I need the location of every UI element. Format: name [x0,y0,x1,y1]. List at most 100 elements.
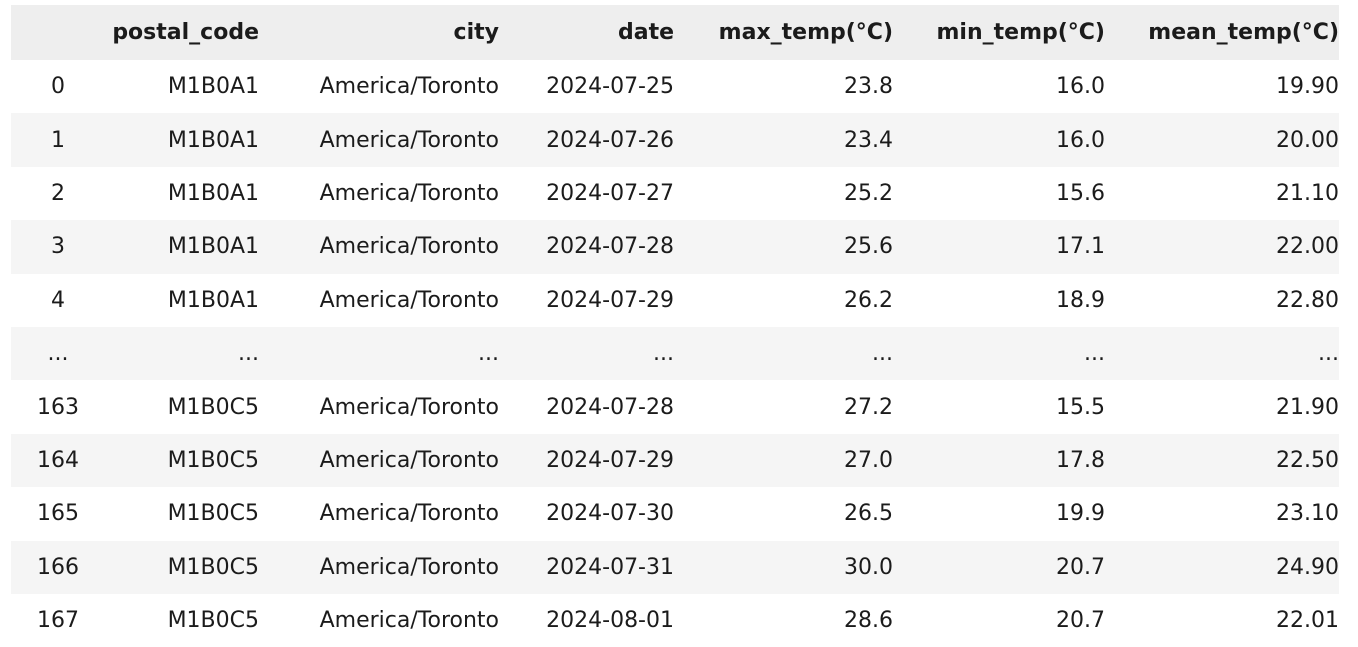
cell-postal-code: M1B0C5 [167,501,259,527]
cell-postal-code: M1B0C5 [167,554,259,580]
cell-min-temp: 15.6 [1056,180,1105,206]
header-min-temp: min_temp(°C) [936,20,1106,45]
cell-city: America/Toronto [319,447,499,473]
cell-mean-temp: 22.00 [1276,234,1339,260]
cell-date: ... [653,341,674,367]
table-row: 167 M1B0C5 America/Toronto 2024-08-01 28.6 20… [11,593,1339,647]
header-postal-code: postal_code [112,20,259,45]
cell-date: 2024-07-28 [546,394,674,420]
table-row: 1 M1B0A1 America/Toronto 2024-07-26 23.4 16.0… [11,113,1339,167]
cell-mean-temp: 21.10 [1276,180,1339,206]
header-date: date [617,20,674,45]
cell-mean-temp: 21.90 [1276,394,1339,420]
table-row: 0 M1B0A1 America/Toronto 2024-07-25 23.8 16.0… [11,60,1339,114]
cell-postal-code: M1B0A1 [167,180,259,206]
row-index: ... [47,341,69,367]
table-header: postal_code city date max_temp(°C) min_t… [11,5,1339,60]
cell-mean-temp: ... [1318,341,1339,367]
table-row: 166 M1B0C5 America/Toronto 2024-07-31 30.0 20… [11,540,1339,594]
cell-postal-code: M1B0A1 [167,287,259,313]
cell-max-temp: 26.2 [844,287,893,313]
cell-city: America/Toronto [319,608,499,634]
cell-city: America/Toronto [319,127,499,153]
cell-min-temp: 19.9 [1056,501,1105,527]
table-row: ..................... [11,326,1339,381]
table-row: 164 M1B0C5 America/Toronto 2024-07-29 27.0 17… [11,433,1339,488]
cell-mean-temp: 22.50 [1276,447,1339,473]
cell-max-temp: 26.5 [844,501,893,527]
cell-date: 2024-08-01 [546,608,674,634]
row-index: 1 [51,127,65,153]
cell-city: ... [478,341,499,367]
cell-postal-code: M1B0A1 [167,127,259,153]
dataframe-output: postal_code city date max_temp(°C) min_t… [11,5,1339,647]
cell-postal-code: M1B0C5 [167,447,259,473]
cell-date: 2024-07-25 [546,74,674,100]
cell-city: America/Toronto [319,394,499,420]
cell-mean-temp: 19.90 [1276,74,1339,100]
cell-city: America/Toronto [319,234,499,260]
cell-min-temp: ... [1084,341,1105,367]
cell-max-temp: 25.6 [844,234,893,260]
cell-max-temp: 23.4 [844,127,893,153]
row-index: 167 [37,608,79,634]
cell-postal-code: M1B0A1 [167,234,259,260]
cell-date: 2024-07-29 [546,447,674,473]
cell-max-temp: 27.2 [844,394,893,420]
cell-max-temp: 23.8 [844,74,893,100]
cell-min-temp: 18.9 [1056,287,1105,313]
cell-city: America/Toronto [319,180,499,206]
table-row: 2 M1B0A1 America/Toronto 2024-07-27 25.2 15.6… [11,166,1339,221]
row-index: 0 [51,74,65,100]
table-row: 163 M1B0C5 America/Toronto 2024-07-28 27.2 15… [11,380,1339,434]
cell-date: 2024-07-30 [546,501,674,527]
header-row: postal_code city date max_temp(°C) min_t… [11,5,1339,60]
cell-max-temp: 25.2 [844,180,893,206]
header-city: city [453,20,499,45]
row-index: 163 [37,394,79,420]
row-index: 3 [51,234,65,260]
cell-city: America/Toronto [319,74,499,100]
cell-postal-code: M1B0A1 [167,74,259,100]
cell-mean-temp: 24.90 [1276,554,1339,580]
header-index [11,5,105,60]
cell-mean-temp: 22.80 [1276,287,1339,313]
cell-city: America/Toronto [319,501,499,527]
cell-mean-temp: 22.01 [1276,608,1339,634]
cell-max-temp: 30.0 [844,554,893,580]
cell-min-temp: 16.0 [1056,74,1105,100]
cell-min-temp: 16.0 [1056,127,1105,153]
cell-min-temp: 20.7 [1056,554,1105,580]
table-row: 165 M1B0C5 America/Toronto 2024-07-30 26.5 19… [11,487,1339,541]
cell-date: 2024-07-31 [546,554,674,580]
header-mean-temp: mean_temp(°C) [1148,20,1339,45]
cell-mean-temp: 20.00 [1276,127,1339,153]
cell-date: 2024-07-29 [546,287,674,313]
cell-min-temp: 17.1 [1056,234,1105,260]
cell-date: 2024-07-26 [546,127,674,153]
cell-city: America/Toronto [319,554,499,580]
cell-date: 2024-07-28 [546,234,674,260]
row-index: 4 [51,287,65,313]
row-index: 166 [37,554,79,580]
cell-city: America/Toronto [319,287,499,313]
cell-date: 2024-07-27 [546,180,674,206]
cell-postal-code: M1B0C5 [167,394,259,420]
row-index: 165 [37,501,79,527]
table-body: 0 M1B0A1 America/Toronto 2024-07-25 23.8 16.0… [11,60,1339,647]
cell-postal-code: ... [238,341,259,367]
cell-max-temp: ... [872,341,893,367]
cell-mean-temp: 23.10 [1276,501,1339,527]
row-index: 2 [51,180,65,206]
row-index: 164 [37,447,79,473]
table-row: 4 M1B0A1 America/Toronto 2024-07-29 26.2 18.9… [11,273,1339,327]
cell-postal-code: M1B0C5 [167,608,259,634]
cell-min-temp: 15.5 [1056,394,1105,420]
table-row: 3 M1B0A1 America/Toronto 2024-07-28 25.6 17.1… [11,220,1339,274]
cell-min-temp: 17.8 [1056,447,1105,473]
cell-min-temp: 20.7 [1056,608,1105,634]
cell-max-temp: 28.6 [844,608,893,634]
cell-max-temp: 27.0 [844,447,893,473]
header-max-temp: max_temp(°C) [718,20,893,45]
dataframe-table: postal_code city date max_temp(°C) min_t… [11,5,1339,647]
